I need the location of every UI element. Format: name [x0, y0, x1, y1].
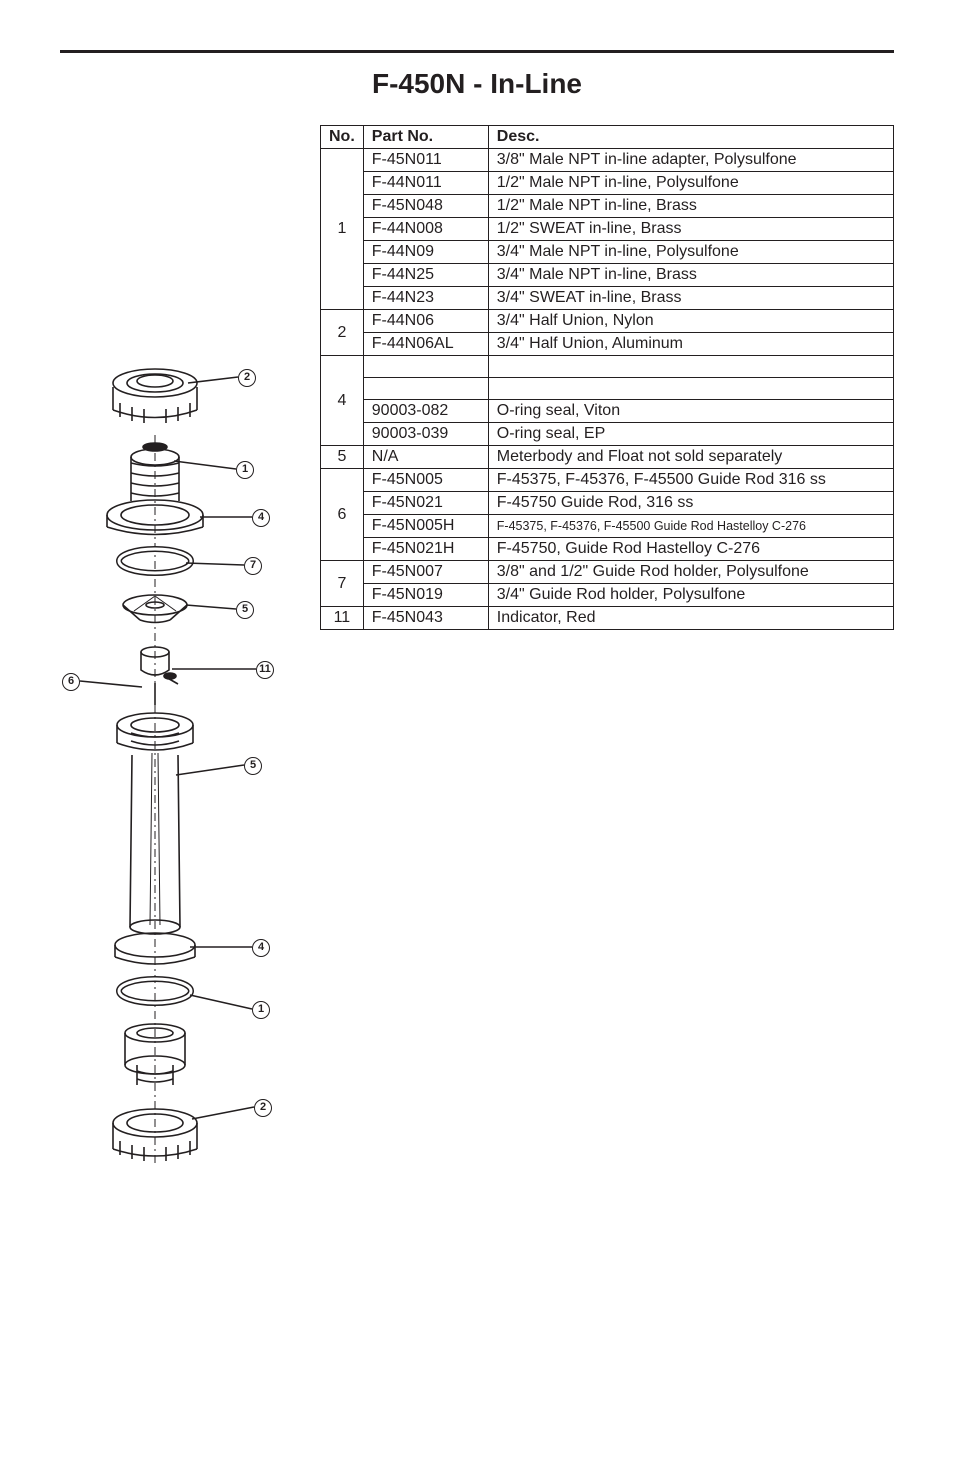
cell-part	[363, 356, 488, 378]
cell-part: F-44N008	[363, 218, 488, 241]
cell-no: 2	[321, 310, 364, 356]
table-row: F-45N021 F-45750 Guide Rod, 316 ss	[321, 492, 894, 515]
cell-part: F-45N019	[363, 584, 488, 607]
cell-desc: 3/8" Male NPT in-line adapter, Polysulfo…	[488, 149, 893, 172]
diagram-column: 2 1 4 7 5 11 6 5 4 1 2	[60, 365, 320, 1365]
cell-desc: 3/4" SWEAT in-line, Brass	[488, 287, 893, 310]
callout-2: 2	[254, 1099, 272, 1117]
cell-part: F-45N048	[363, 195, 488, 218]
callout-2: 2	[238, 369, 256, 387]
cell-no: 1	[321, 149, 364, 310]
table-column: No. Part No. Desc. 1F-45N0113/8" Male NP…	[320, 125, 894, 630]
cell-part: F-45N021	[363, 492, 488, 515]
cell-part: F-44N09	[363, 241, 488, 264]
cell-desc: F-45375, F-45376, F-45500 Guide Rod 316 …	[488, 469, 893, 492]
table-row: 11F-45N043Indicator, Red	[321, 607, 894, 630]
cell-desc: F-45375, F-45376, F-45500 Guide Rod Hast…	[488, 515, 893, 538]
table-row: F-45N021HF-45750, Guide Rod Hastelloy C-…	[321, 538, 894, 561]
cell-desc: Meterbody and Float not sold separately	[488, 446, 893, 469]
table-row: 1F-45N0113/8" Male NPT in-line adapter, …	[321, 149, 894, 172]
cell-part: F-45N011	[363, 149, 488, 172]
table-row: 6F-45N005F-45375, F-45376, F-45500 Guide…	[321, 469, 894, 492]
cell-part	[363, 378, 488, 400]
cell-part: F-44N25	[363, 264, 488, 287]
callout-4: 4	[252, 509, 270, 527]
cell-desc: 3/4" Male NPT in-line, Brass	[488, 264, 893, 287]
callout-5: 5	[236, 601, 254, 619]
cell-desc: 3/4" Half Union, Aluminum	[488, 333, 893, 356]
table-row	[321, 378, 894, 400]
cell-desc: O-ring seal, EP	[488, 423, 893, 446]
cell-part: F-44N011	[363, 172, 488, 195]
table-row: 7F-45N0073/8" and 1/2" Guide Rod holder,…	[321, 561, 894, 584]
cell-part: F-45N005H	[363, 515, 488, 538]
cell-desc: F-45750, Guide Rod Hastelloy C-276	[488, 538, 893, 561]
content-row: 214751165412 No. Part No. Desc. 1F-45N01…	[60, 125, 894, 1365]
cell-part: 90003-082	[363, 400, 488, 423]
cell-no: 5	[321, 446, 364, 469]
cell-part: F-44N23	[363, 287, 488, 310]
table-row: 2F-44N063/4" Half Union, Nylon	[321, 310, 894, 333]
cell-desc: 1/2" Male NPT in-line, Brass	[488, 195, 893, 218]
callout-1: 1	[252, 1001, 270, 1019]
callout-6: 6	[62, 673, 80, 691]
cell-desc: 1/2" SWEAT in-line, Brass	[488, 218, 893, 241]
table-row: F-44N0111/2" Male NPT in-line, Polysulfo…	[321, 172, 894, 195]
cell-desc: O-ring seal, Viton	[488, 400, 893, 423]
callout-11: 11	[256, 661, 274, 679]
cell-part: F-45N043	[363, 607, 488, 630]
cell-no: 4	[321, 356, 364, 446]
diagram-svg	[60, 365, 320, 1185]
callout-4: 4	[252, 939, 270, 957]
table-row: F-45N0193/4" Guide Rod holder, Polysulfo…	[321, 584, 894, 607]
cell-part: F-45N005	[363, 469, 488, 492]
table-header-row: No. Part No. Desc.	[321, 126, 894, 149]
cell-desc	[488, 356, 893, 378]
cell-no: 7	[321, 561, 364, 607]
table-row: F-44N093/4" Male NPT in-line, Polysulfon…	[321, 241, 894, 264]
exploded-diagram: 2 1 4 7 5 11 6 5 4 1 2	[60, 365, 320, 1365]
cell-desc: Indicator, Red	[488, 607, 893, 630]
cell-desc	[488, 378, 893, 400]
table-row: 5N/AMeterbody and Float not sold separat…	[321, 446, 894, 469]
table-row: F-45N005HF-45375, F-45376, F-45500 Guide…	[321, 515, 894, 538]
table-row: F-44N06AL3/4" Half Union, Aluminum	[321, 333, 894, 356]
cell-part: F-44N06	[363, 310, 488, 333]
cell-part: N/A	[363, 446, 488, 469]
callout-7: 7	[244, 557, 262, 575]
cell-desc: 1/2" Male NPT in-line, Polysulfone	[488, 172, 893, 195]
table-row: F-44N0081/2" SWEAT in-line, Brass	[321, 218, 894, 241]
table-row: 4	[321, 356, 894, 378]
table-row: F-44N253/4" Male NPT in-line, Brass	[321, 264, 894, 287]
cell-part: 90003-039	[363, 423, 488, 446]
header-desc: Desc.	[488, 126, 893, 149]
table-row: F-44N233/4" SWEAT in-line, Brass	[321, 287, 894, 310]
cell-desc: F-45750 Guide Rod, 316 ss	[488, 492, 893, 515]
parts-table: No. Part No. Desc. 1F-45N0113/8" Male NP…	[320, 125, 894, 630]
cell-no: 6	[321, 469, 364, 561]
table-row: 90003-082 O-ring seal, Viton	[321, 400, 894, 423]
table-row: 90003-039 O-ring seal, EP	[321, 423, 894, 446]
cell-desc: 3/8" and 1/2" Guide Rod holder, Polysulf…	[488, 561, 893, 584]
cell-part: F-44N06AL	[363, 333, 488, 356]
callout-1: 1	[236, 461, 254, 479]
header-rule	[60, 50, 894, 53]
cell-part: F-45N021H	[363, 538, 488, 561]
cell-desc: 3/4" Half Union, Nylon	[488, 310, 893, 333]
cell-desc: 3/4" Guide Rod holder, Polysulfone	[488, 584, 893, 607]
cell-desc: 3/4" Male NPT in-line, Polysulfone	[488, 241, 893, 264]
callout-5: 5	[244, 757, 262, 775]
header-no: No.	[321, 126, 364, 149]
page-title: F-450N - In-Line	[60, 68, 894, 100]
cell-part: F-45N007	[363, 561, 488, 584]
header-part: Part No.	[363, 126, 488, 149]
cell-no: 11	[321, 607, 364, 630]
table-row: F-45N0481/2" Male NPT in-line, Brass	[321, 195, 894, 218]
